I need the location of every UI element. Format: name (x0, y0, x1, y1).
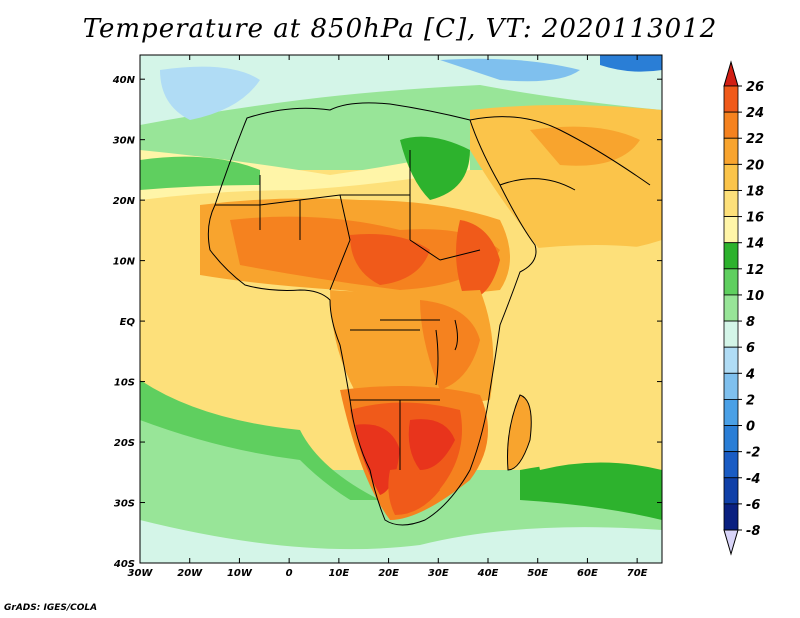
y-tick-label: 20N (113, 196, 136, 207)
y-tick-label: 10N (113, 257, 136, 268)
x-tick-label: 30E (428, 568, 449, 579)
grads-credit: GrADS: IGES/COLA (4, 603, 98, 613)
colorbar-bottom-arrow (723, 529, 739, 556)
x-axis: 30W 20W 10W 0 10E 20E 30E 40E 50E 60E 70E (128, 55, 648, 579)
y-tick-label: 10S (114, 378, 135, 389)
colorbar-label: 10 (746, 289, 764, 304)
colorbar-label: 0 (746, 420, 755, 435)
colorbar-segment (723, 294, 739, 322)
colorbar-segment (723, 320, 739, 348)
colorbar-segment (723, 111, 739, 139)
y-tick-label: 30N (113, 136, 136, 147)
colorbar-segment (723, 190, 739, 217)
y-tick-label: 40N (112, 75, 136, 86)
colorbar-label: -6 (746, 498, 760, 513)
x-tick-label: 10W (227, 568, 253, 579)
x-tick-label: 10E (328, 568, 349, 579)
colorbar-label: 24 (746, 106, 764, 121)
colorbar-label: 26 (746, 80, 764, 95)
colorbar-segment (723, 163, 739, 191)
colorbar-label: 2 (746, 393, 755, 408)
colorbar-top-arrow (723, 60, 739, 87)
colorbar-label: 20 (746, 158, 764, 173)
x-tick-label: 20E (378, 568, 399, 579)
coastlines (207, 102, 651, 526)
colorbar-label: 8 (746, 315, 755, 330)
colorbar-segment (723, 503, 739, 531)
x-tick-label: 60E (577, 568, 598, 579)
colorbar-label: -8 (746, 524, 760, 539)
colorbar-label: 4 (745, 367, 755, 382)
colorbar-label: -4 (746, 472, 760, 487)
colorbar-segment (723, 242, 739, 270)
colorbar-segment (723, 216, 739, 244)
colorbar-label: 6 (746, 341, 755, 356)
colorbar-segment (723, 477, 739, 505)
colorbar-segment (723, 425, 739, 453)
colorbar-label: -2 (746, 446, 760, 461)
colorbar-label: 16 (746, 211, 764, 226)
colorbar-segment (723, 137, 739, 165)
colorbar-segment (723, 85, 739, 113)
colorbar-label: 22 (746, 132, 764, 147)
x-tick-label: 30W (128, 568, 154, 579)
plot-frame (139, 54, 663, 564)
page-title: Temperature at 850hPa [C], VT: 202011301… (82, 14, 718, 44)
x-tick-label: 40E (477, 568, 499, 579)
colorbar-segment (723, 372, 739, 400)
colorbar-segment (723, 399, 739, 426)
colorbar-segment (723, 346, 739, 374)
y-axis: 40N 30N 20N 10N EQ 10S 20S 30S 40S (112, 75, 662, 570)
y-tick-label: 30S (114, 499, 135, 510)
colorbar-segment (723, 451, 739, 479)
temperature-field (140, 55, 662, 563)
x-tick-label: 50E (527, 568, 548, 579)
y-tick-label: EQ (120, 317, 136, 328)
y-tick-label: 20S (114, 438, 135, 449)
x-tick-label: 70E (627, 568, 648, 579)
colorbar-label: 18 (746, 184, 764, 199)
colorbar-segment (723, 268, 739, 296)
y-tick-label: 40S (113, 559, 135, 570)
x-tick-label: 20W (177, 568, 203, 579)
colorbar-label: 14 (746, 237, 764, 252)
x-tick-label: 0 (286, 568, 293, 579)
colorbar-label: 12 (746, 263, 764, 278)
